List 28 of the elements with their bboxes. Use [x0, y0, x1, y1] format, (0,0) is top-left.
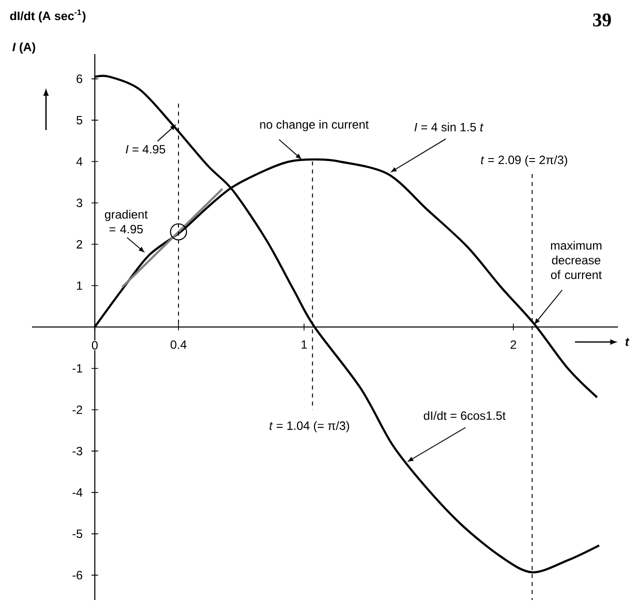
y-tick-label: -1	[72, 364, 82, 372]
text: I (A)	[12, 42, 36, 54]
x-tick-label: 1	[302, 340, 307, 349]
x-tick-label: 2	[510, 340, 516, 349]
y-tick-label: 4	[76, 157, 82, 166]
x-tick-label: 0	[92, 341, 98, 350]
annotation: maximum decrease of current	[550, 240, 602, 280]
annotation: gradient = 4.95	[104, 210, 148, 234]
x-tick-label: 0.4	[170, 340, 186, 349]
annotation: I = 4.95	[126, 144, 166, 154]
annotation: t = 2.09 (= 2π/3)	[481, 155, 568, 167]
y-tick-label: 5	[76, 116, 82, 124]
y-tick-label: 2	[76, 240, 82, 248]
x-axis-title: t	[626, 338, 630, 346]
y-tick-label: 6	[76, 74, 82, 84]
annotation: dI/dt = 6cos1.5t	[424, 411, 506, 420]
y-tick-label: -5	[72, 530, 82, 538]
y-tick-label: 1	[76, 281, 82, 290]
annotation: no change in current	[260, 120, 369, 132]
y-tick-label: 3	[76, 198, 82, 208]
y-tick-label: -3	[72, 446, 82, 456]
y-tick-label: -2	[72, 406, 82, 414]
text: 39	[593, 14, 611, 26]
y-axis-title: dI/dt (A sec$^{-1}$)	[10, 9, 86, 23]
annotation: I = 4 sin 1.5 t	[414, 122, 484, 132]
annotation: t = 1.04 (= π/3)	[270, 421, 350, 432]
y-tick-label: -4	[72, 488, 82, 497]
y-tick-label: -6	[72, 570, 82, 580]
